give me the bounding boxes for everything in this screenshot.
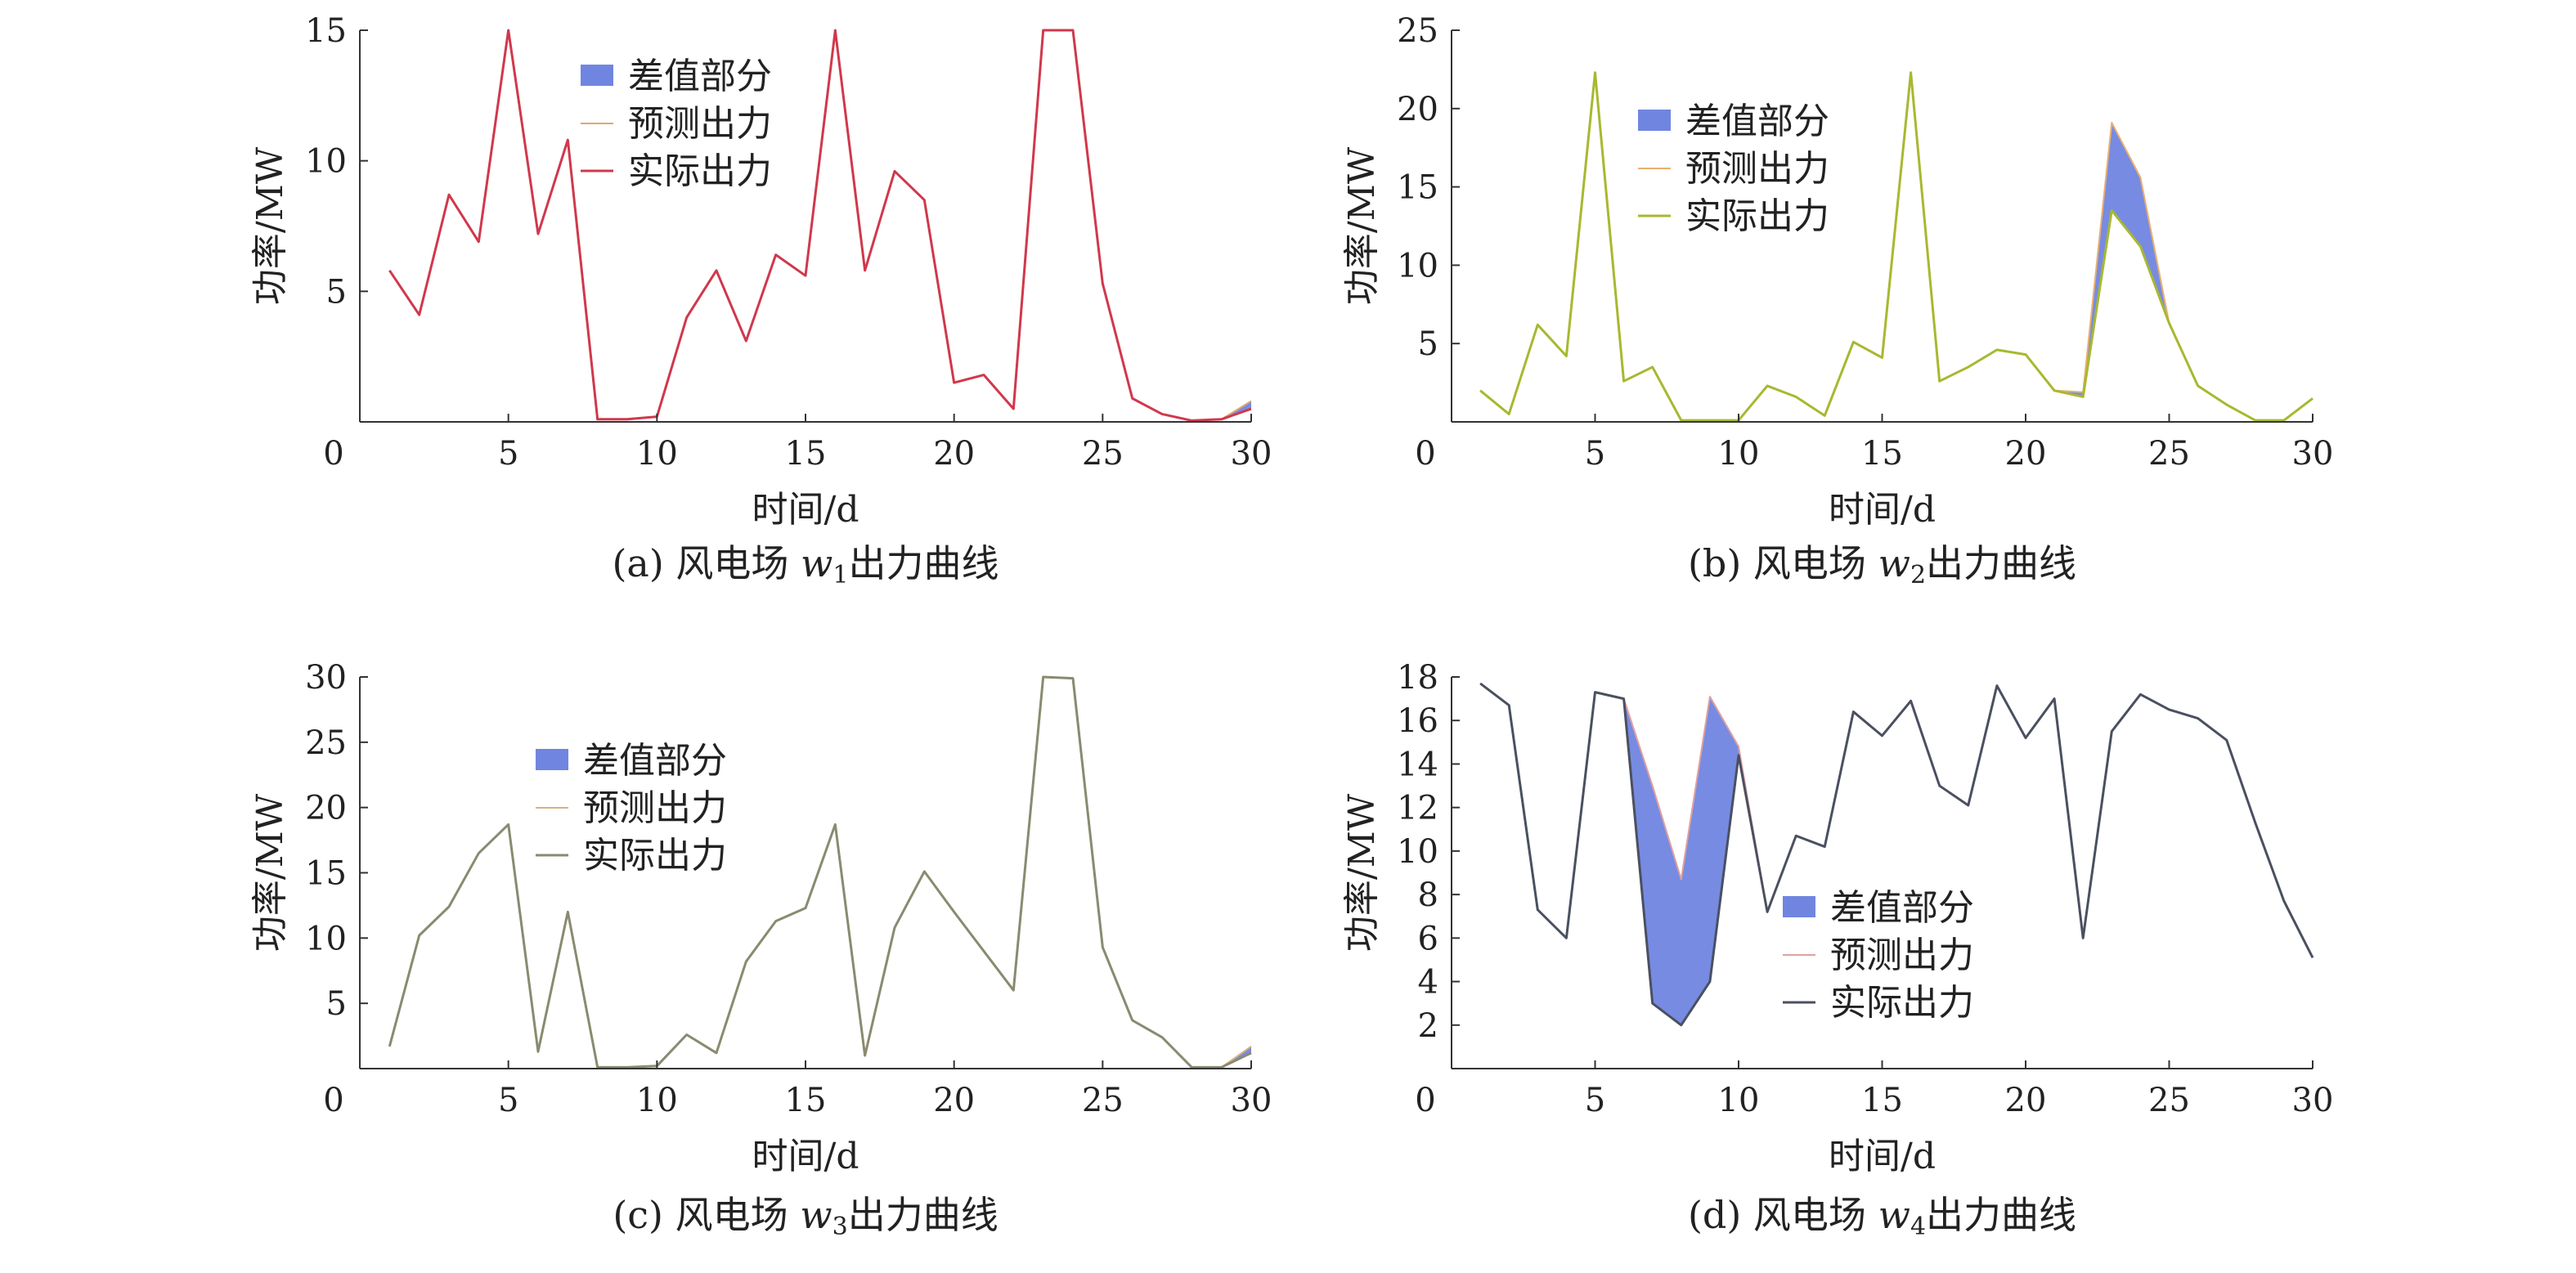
difference-area [389,677,1251,1068]
legend-label: 实际出力 [583,835,727,876]
y-axis-label: 功率/MW [249,146,291,305]
legend-swatch-difference [1783,896,1815,917]
y-tick-label: 8 [1418,876,1438,914]
x-tick-label: 30 [1231,1082,1272,1119]
legend-label: 预测出力 [1685,148,1829,190]
x-tick-label: 30 [2292,1082,2334,1119]
y-tick-label: 18 [1397,659,1438,697]
x-tick-label: 0 [1415,435,1435,473]
x-tick-label: 10 [1718,1082,1760,1119]
x-axis-label: 时间/d [1829,1136,1936,1177]
y-tick-label: 20 [1397,91,1438,128]
panel-caption: (c) 风电场 w3出力曲线 [613,1193,998,1241]
legend-label: 差值部分 [583,740,727,782]
x-tick-label: 30 [2292,435,2334,473]
x-tick-label: 20 [2005,435,2047,473]
x-axis-label: 时间/d [752,489,859,531]
legend-swatch-difference [536,749,568,770]
legend-swatch-difference [1638,110,1671,131]
y-tick-label: 16 [1397,702,1438,740]
panel-caption: (b) 风电场 w2出力曲线 [1688,541,2076,589]
series-line-predicted [1479,71,2313,422]
x-tick-label: 25 [2148,435,2190,473]
y-tick-label: 5 [326,273,347,311]
panel-d: 0 5 10 15 20 25 30 2 4 6 8 10 12 14 16 18 时间/d 功率/MW 差值部分预… [1341,659,2333,1241]
x-tick-label: 30 [1231,435,1272,473]
x-tick-label: 20 [933,435,975,473]
x-tick-label: 15 [785,435,827,473]
x-tick-label: 10 [636,1082,678,1119]
y-tick-label: 20 [305,790,347,827]
x-axis-label: 时间/d [752,1136,859,1177]
y-axis-label: 功率/MW [1341,146,1383,305]
series-line-actual [388,29,1252,422]
y-tick-label: 30 [305,659,347,697]
legend-label: 实际出力 [1685,195,1829,237]
series-line-actual [1479,682,2314,1027]
y-tick-label: 10 [1397,247,1438,285]
legend-label: 实际出力 [628,150,772,192]
y-tick-label: 25 [1397,12,1438,50]
y-tick-label: 6 [1418,920,1438,957]
series-line-predicted [388,676,1252,1069]
y-tick-label: 25 [305,724,347,762]
difference-area [1480,72,2313,421]
x-tick-label: 0 [1415,1082,1435,1119]
x-tick-label: 5 [498,435,518,473]
x-tick-label: 20 [933,1082,975,1119]
x-tick-label: 10 [636,435,678,473]
y-tick-label: 2 [1418,1007,1438,1045]
x-tick-label: 0 [323,1082,343,1119]
x-tick-label: 20 [2005,1082,2047,1119]
y-axis-label: 功率/MW [249,793,291,952]
y-tick-label: 15 [1397,169,1438,207]
y-tick-label: 10 [1397,833,1438,871]
y-tick-label: 5 [1418,325,1438,363]
panel-caption: (a) 风电场 w1出力曲线 [612,541,999,589]
series-line-actual [1479,71,2313,422]
panel-b: 0 5 10 15 20 25 30 5 10 15 20 25 时间/d 功率/MW 差值部分预测出力实际… [1341,12,2333,589]
x-tick-label: 25 [1082,435,1124,473]
legend-label: 实际出力 [1830,982,1974,1024]
y-tick-label: 10 [305,920,347,957]
x-tick-label: 5 [498,1082,518,1119]
x-tick-label: 25 [1082,1082,1124,1119]
y-axis-label: 功率/MW [1341,793,1383,952]
panel-c: 0 5 10 15 20 25 30 5 10 15 20 25 30 时间/d 功率/MW 差值部分预测出力… [249,659,1272,1241]
y-tick-label: 12 [1397,790,1438,827]
y-tick-label: 15 [305,855,347,893]
legend-label: 差值部分 [628,56,772,97]
x-tick-label: 15 [785,1082,827,1119]
series-line-actual [388,675,1252,1069]
x-tick-label: 15 [1861,1082,1903,1119]
y-tick-label: 5 [326,985,347,1023]
y-tick-label: 14 [1397,746,1438,783]
legend-label: 差值部分 [1685,101,1829,142]
x-tick-label: 5 [1585,435,1605,473]
y-tick-label: 10 [305,143,347,181]
x-tick-label: 0 [323,435,343,473]
legend-label: 预测出力 [628,103,772,145]
panel-caption: (d) 风电场 w4出力曲线 [1688,1193,2076,1241]
x-tick-label: 10 [1718,435,1760,473]
legend-label: 差值部分 [1830,887,1974,929]
legend-label: 预测出力 [1830,935,1974,976]
legend-label: 预测出力 [583,787,727,829]
x-tick-label: 25 [2148,1082,2190,1119]
x-tick-label: 15 [1861,435,1903,473]
x-axis-label: 时间/d [1829,489,1936,531]
y-tick-label: 15 [305,12,347,50]
x-tick-label: 5 [1585,1082,1605,1119]
legend-swatch-difference [581,65,613,86]
difference-area [1480,683,2313,1025]
y-tick-label: 4 [1418,964,1438,1002]
